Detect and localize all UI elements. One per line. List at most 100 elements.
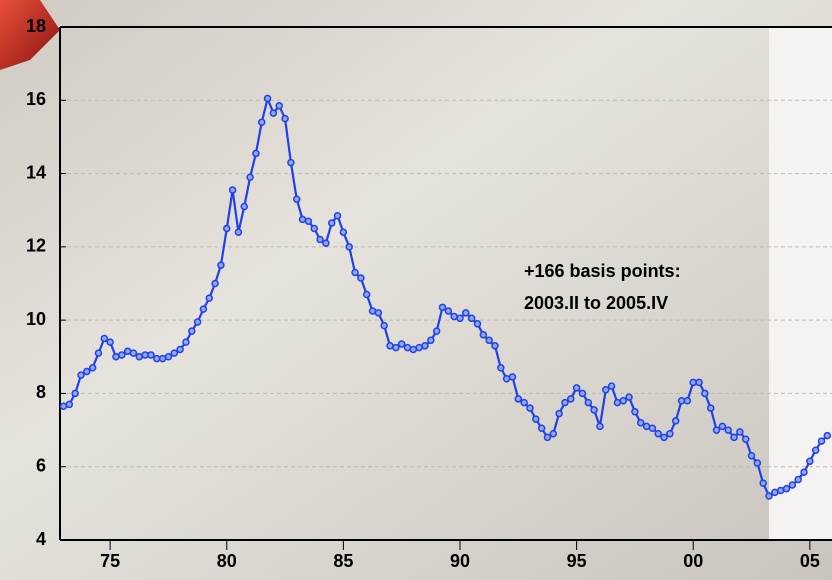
data-point: [492, 343, 498, 349]
data-point: [609, 383, 615, 389]
data-point: [620, 398, 626, 404]
data-point: [148, 352, 154, 358]
data-point: [445, 308, 451, 314]
data-point: [509, 374, 515, 380]
data-point: [352, 270, 358, 276]
data-point: [282, 116, 288, 122]
data-point: [434, 328, 440, 334]
data-point: [323, 240, 329, 246]
shaded-region: [769, 27, 832, 540]
data-point: [725, 427, 731, 433]
annotation: +166 basis points:: [524, 261, 681, 281]
data-point: [346, 244, 352, 250]
data-point: [95, 350, 101, 356]
data-point: [521, 400, 527, 406]
data-point: [544, 434, 550, 440]
data-point: [719, 423, 725, 429]
data-point: [224, 226, 230, 232]
data-point: [533, 416, 539, 422]
data-point: [119, 352, 125, 358]
data-point: [597, 423, 603, 429]
data-point: [276, 103, 282, 109]
data-point: [66, 401, 72, 407]
data-point: [305, 218, 311, 224]
data-point: [708, 405, 714, 411]
y-tick-label: 16: [26, 89, 46, 109]
data-point: [795, 477, 801, 483]
x-tick-label: 05: [800, 551, 820, 571]
data-point: [340, 229, 346, 235]
data-point: [760, 480, 766, 486]
background: [0, 0, 832, 580]
y-tick-label: 10: [26, 309, 46, 329]
data-point: [375, 310, 381, 316]
y-tick-label: 4: [36, 529, 46, 549]
data-point: [789, 482, 795, 488]
data-point: [661, 434, 667, 440]
data-point: [171, 350, 177, 356]
y-tick-label: 8: [36, 382, 46, 402]
data-point: [684, 398, 690, 404]
data-point: [673, 418, 679, 424]
y-tick-label: 14: [26, 162, 46, 182]
data-point: [253, 150, 259, 156]
data-point: [265, 95, 271, 101]
data-point: [241, 204, 247, 210]
chart: 468101214161875808590950005 +166 basis p…: [0, 0, 832, 580]
data-point: [696, 379, 702, 385]
y-tick-label: 12: [26, 236, 46, 256]
y-tick-label: 18: [26, 16, 46, 36]
data-point: [480, 332, 486, 338]
data-point: [574, 385, 580, 391]
data-point: [474, 321, 480, 327]
data-point: [498, 365, 504, 371]
data-point: [463, 310, 469, 316]
data-point: [556, 411, 562, 417]
data-point: [585, 400, 591, 406]
data-point: [550, 431, 556, 437]
data-point: [813, 447, 819, 453]
data-point: [638, 420, 644, 426]
data-point: [743, 436, 749, 442]
data-point: [784, 486, 790, 492]
data-point: [294, 196, 300, 202]
data-point: [737, 429, 743, 435]
data-point: [562, 400, 568, 406]
data-point: [195, 319, 201, 325]
x-tick-label: 85: [333, 551, 353, 571]
data-point: [754, 460, 760, 466]
data-point: [714, 427, 720, 433]
data-point: [130, 350, 136, 356]
data-point: [230, 187, 236, 193]
data-point: [218, 262, 224, 268]
data-point: [84, 368, 90, 374]
data-point: [259, 119, 265, 125]
data-point: [568, 396, 574, 402]
data-point: [288, 160, 294, 166]
data-point: [649, 425, 655, 431]
data-point: [235, 229, 241, 235]
data-point: [358, 275, 364, 281]
data-point: [329, 220, 335, 226]
data-point: [469, 315, 475, 321]
data-point: [655, 431, 661, 437]
data-point: [183, 339, 189, 345]
data-point: [702, 390, 708, 396]
data-point: [165, 354, 171, 360]
data-point: [603, 387, 609, 393]
data-point: [72, 390, 78, 396]
data-point: [247, 174, 253, 180]
data-point: [393, 345, 399, 351]
data-point: [177, 346, 183, 352]
data-point: [311, 226, 317, 232]
annotation: 2003.II to 2005.IV: [524, 293, 668, 313]
data-point: [381, 323, 387, 329]
data-point: [766, 493, 772, 499]
data-point: [626, 394, 632, 400]
x-tick-label: 75: [100, 551, 120, 571]
data-point: [591, 407, 597, 413]
data-point: [667, 431, 673, 437]
data-point: [101, 335, 107, 341]
data-point: [206, 295, 212, 301]
data-point: [107, 339, 113, 345]
